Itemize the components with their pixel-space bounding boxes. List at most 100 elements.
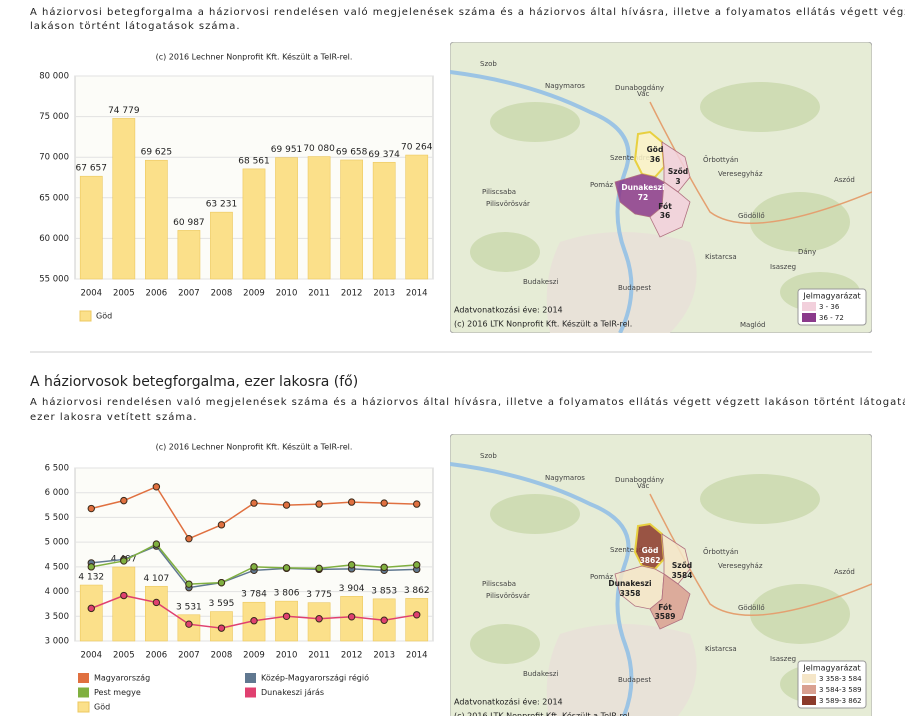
- region-name: Sződ: [668, 167, 688, 176]
- region-name: Dunakeszi: [608, 579, 651, 588]
- urban-area: [546, 232, 697, 333]
- data-label: 3 784: [241, 590, 267, 600]
- place-label: Kistarcsa: [705, 253, 737, 261]
- region-value: 72: [638, 193, 648, 202]
- region: [633, 130, 666, 179]
- x-tick-label: 2004: [80, 289, 102, 299]
- data-label: 3 775: [306, 590, 332, 600]
- section-heading: A háziorvosok betegforgalma, ezer lakosr…: [30, 374, 358, 390]
- place-label: Kistarcsa: [705, 645, 737, 653]
- chart-credit: (c) 2016 Lechner Nonprofit Kft. Készült …: [156, 442, 353, 452]
- place-label: Veresegyház: [718, 170, 763, 178]
- line-marker: [282, 564, 291, 572]
- line-marker: [152, 483, 161, 491]
- x-tick-label: 2010: [276, 651, 298, 661]
- line-marker: [250, 617, 258, 625]
- line-marker: [185, 580, 193, 588]
- bar: [275, 600, 298, 642]
- data-label: 4 132: [78, 573, 104, 583]
- place-label: Őrbottyán: [703, 155, 738, 164]
- place-label: Gödöllő: [738, 603, 765, 612]
- place-label: Piliscsaba: [482, 188, 516, 196]
- place-label: Budapest: [618, 676, 651, 684]
- data-label: 69 625: [141, 148, 173, 158]
- line-marker: [282, 501, 291, 509]
- legend-label: 3 358-3 584: [819, 675, 862, 683]
- place-label: Budapest: [618, 284, 651, 292]
- x-tick-label: 2008: [211, 289, 233, 299]
- legend-swatch: [78, 673, 89, 683]
- map-year-note: Adatvonatkozási éve: 2014: [454, 697, 563, 707]
- bar: [405, 598, 429, 642]
- y-tick-label: 5 500: [45, 513, 69, 523]
- legend-swatch: [245, 687, 256, 698]
- line-marker: [217, 578, 226, 587]
- line-marker: [87, 604, 95, 613]
- bar: [340, 159, 364, 280]
- line-marker: [315, 564, 323, 573]
- place-label: Pomáz: [590, 181, 613, 189]
- bar: [372, 161, 396, 280]
- place-label: Piliscsaba: [482, 580, 516, 588]
- region-name: Göd: [642, 546, 659, 555]
- y-tick-label: 60 000: [39, 234, 69, 244]
- legend-title: Jelmagyarázat: [802, 664, 860, 673]
- bar: [307, 156, 331, 280]
- place-label: Pomáz: [590, 573, 613, 581]
- y-tick-label: 6 500: [45, 464, 69, 474]
- bar: [177, 230, 201, 280]
- legend-title: Jelmagyarázat: [802, 292, 860, 301]
- y-tick-label: 3 500: [45, 612, 69, 622]
- bar: [112, 118, 136, 280]
- x-tick-label: 2007: [178, 289, 200, 299]
- bar: [79, 175, 103, 280]
- place-label: Isaszeg: [770, 263, 796, 271]
- x-tick-label: 2005: [113, 651, 135, 661]
- region: [633, 522, 666, 571]
- place-label: Pilisvörösvár: [486, 592, 530, 600]
- line-marker: [152, 540, 161, 548]
- line-marker: [120, 557, 128, 565]
- place-label: Aszód: [834, 568, 855, 576]
- line-marker: [380, 616, 388, 624]
- bar: [210, 211, 233, 280]
- place-label: Maglód: [740, 321, 765, 329]
- x-tick-label: 2009: [243, 651, 265, 661]
- region-value: 3584: [672, 571, 693, 580]
- legend-swatch: [802, 696, 816, 705]
- line-marker: [250, 499, 258, 507]
- x-tick-label: 2012: [341, 289, 363, 299]
- data-label: 67 657: [76, 164, 108, 174]
- legend-label: 3 - 36: [819, 303, 840, 311]
- x-tick-label: 2013: [373, 289, 395, 299]
- x-tick-label: 2012: [341, 651, 363, 661]
- forest-area: [750, 584, 850, 644]
- description-line: A háziorvosi rendelésen való megjelenése…: [30, 396, 905, 408]
- data-label: 3 904: [339, 584, 365, 594]
- forest-area: [470, 624, 540, 664]
- description-line: ezer lakosra vetített száma.: [30, 411, 197, 423]
- place-label: Isaszeg: [770, 655, 796, 663]
- line-marker: [282, 612, 291, 620]
- forest-area: [490, 102, 580, 142]
- legend-label: Göd: [94, 703, 110, 712]
- line-marker: [87, 504, 95, 513]
- place-label: Vác: [637, 90, 650, 98]
- forest-area: [700, 474, 820, 524]
- region-name: Fót: [658, 603, 672, 612]
- place-label: Aszód: [834, 176, 855, 184]
- data-label: 69 951: [271, 145, 303, 155]
- line-marker: [380, 499, 388, 507]
- x-tick-label: 2005: [113, 289, 135, 299]
- line-marker: [250, 563, 258, 571]
- line-marker: [185, 534, 193, 543]
- region-name: Sződ: [672, 561, 692, 570]
- y-tick-label: 75 000: [39, 112, 69, 122]
- legend-swatch: [802, 685, 816, 694]
- data-label: 63 231: [206, 200, 238, 210]
- data-label: 74 779: [108, 106, 140, 116]
- map-year-note: Adatvonatkozási éve: 2014: [454, 305, 563, 315]
- x-tick-label: 2011: [308, 651, 330, 661]
